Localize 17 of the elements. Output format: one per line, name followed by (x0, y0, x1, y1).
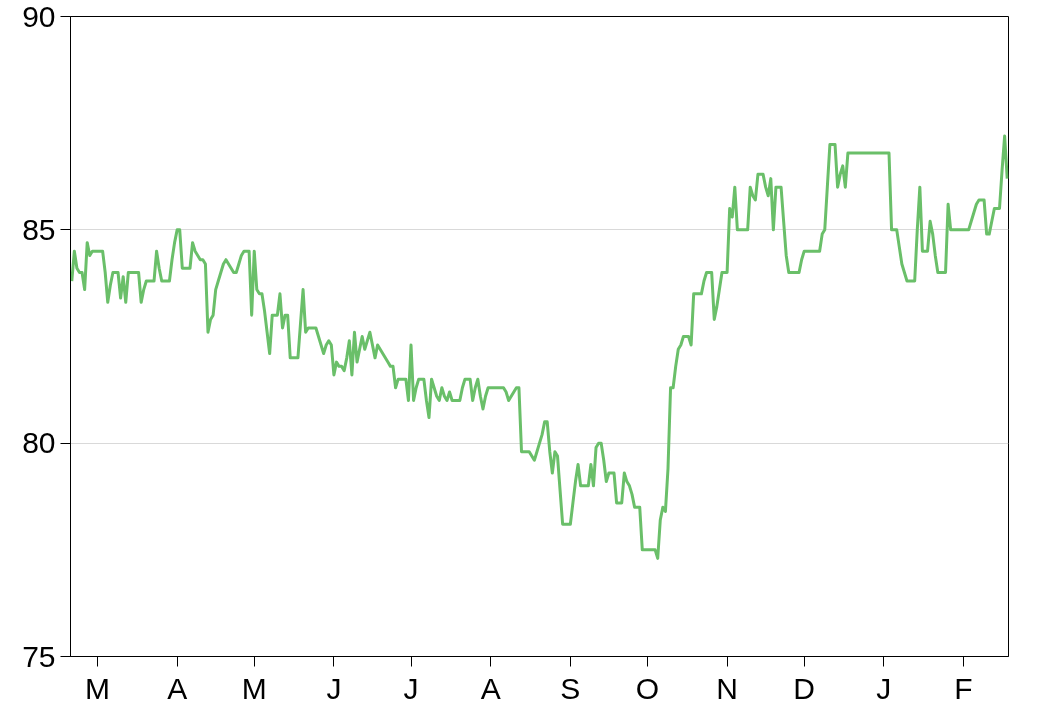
x-tick-label: D (793, 671, 816, 705)
x-tick-label: N (716, 671, 738, 705)
line-series (70, 134, 1009, 560)
x-tick-label: A (167, 671, 188, 705)
x-tick-label: J (403, 671, 419, 705)
x-tick-label: F (954, 671, 973, 705)
x-tick-label: O (635, 671, 660, 705)
y-tick-label: 85 (22, 212, 56, 246)
x-tick-label: J (326, 671, 342, 705)
y-tick-label: 80 (22, 426, 56, 460)
x-tick-label: J (876, 671, 892, 705)
x-tick-label: A (480, 671, 501, 705)
x-tick-label: S (560, 671, 581, 705)
y-tick-label: 75 (22, 639, 56, 673)
x-tick-label: M (84, 671, 110, 705)
y-tick-label: 90 (22, 0, 56, 33)
x-tick-label: M (241, 671, 267, 705)
